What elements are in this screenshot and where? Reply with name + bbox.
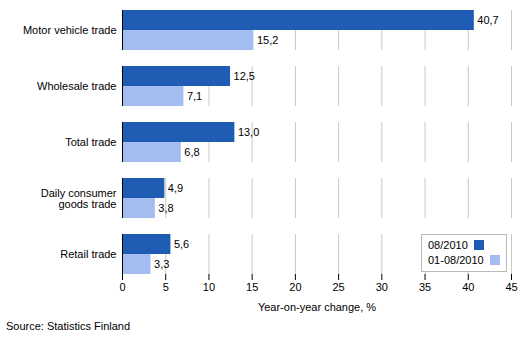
svg-text:Year-on-year change, %: Year-on-year change, % <box>258 301 376 313</box>
svg-text:3,8: 3,8 <box>158 202 173 214</box>
svg-text:7,1: 7,1 <box>187 90 202 102</box>
html-text:Source: Statistics Finland: Source: Statistics Finland <box>6 320 131 332</box>
svg-text:Wholesale trade: Wholesale trade <box>37 80 117 92</box>
svg-text:10: 10 <box>203 281 215 293</box>
svg-text:Retail trade: Retail trade <box>60 248 116 260</box>
svg-text:5: 5 <box>163 281 169 293</box>
svg-text:Motor vehicle trade: Motor vehicle trade <box>23 24 117 36</box>
svg-text:45: 45 <box>505 281 517 293</box>
svg-text:15,2: 15,2 <box>257 34 278 46</box>
svg-text:15: 15 <box>246 281 258 293</box>
svg-text:25: 25 <box>332 281 344 293</box>
svg-text:12,5: 12,5 <box>234 70 255 82</box>
svg-text:5,6: 5,6 <box>174 238 189 250</box>
svg-text:Total trade: Total trade <box>65 136 116 148</box>
svg-text:Daily consumergoods trade: Daily consumergoods trade <box>41 187 117 210</box>
svg-text:35: 35 <box>419 281 431 293</box>
svg-text:3,3: 3,3 <box>154 258 169 270</box>
svg-text:40,7: 40,7 <box>477 14 498 26</box>
html-text:01-08/2010: 01-08/2010 <box>428 254 484 266</box>
svg-text:30: 30 <box>376 281 388 293</box>
svg-text:4,9: 4,9 <box>168 182 183 194</box>
svg-text:20: 20 <box>289 281 301 293</box>
svg-text:13,0: 13,0 <box>238 126 259 138</box>
svg-text:40: 40 <box>462 281 474 293</box>
svg-text:0: 0 <box>119 281 125 293</box>
html-text:08/2010: 08/2010 <box>428 239 468 251</box>
svg-text:6,8: 6,8 <box>184 146 199 158</box>
